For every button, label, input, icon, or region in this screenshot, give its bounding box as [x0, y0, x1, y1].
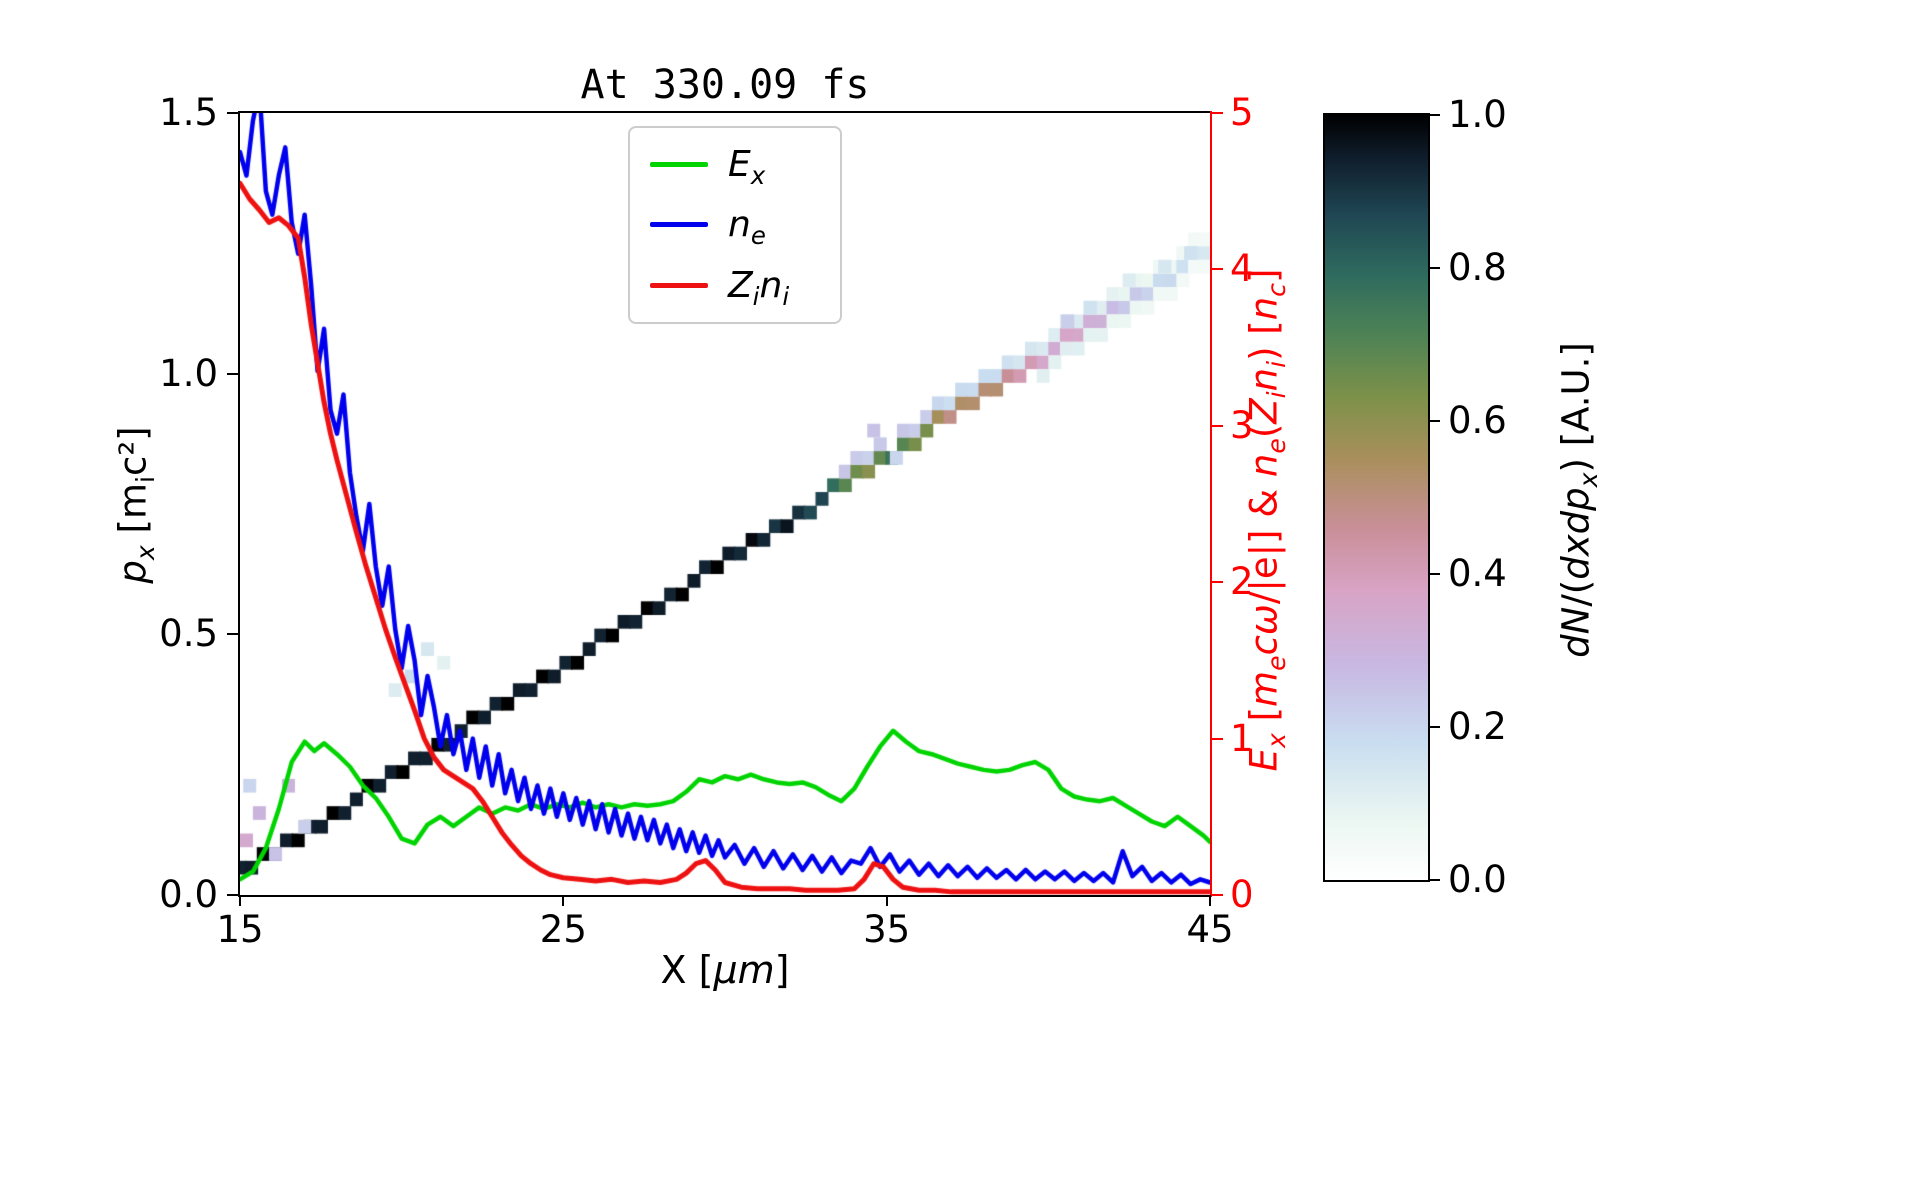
- y-right-tick: [1212, 894, 1223, 896]
- y-left-tick-label: 0.5: [159, 612, 218, 656]
- y-right-tick: [1212, 268, 1223, 271]
- y-right-tick: [1212, 581, 1223, 584]
- x-tick: [239, 895, 241, 906]
- x-tick-label: 15: [216, 908, 264, 951]
- legend-swatch-ne: [650, 222, 708, 228]
- colorbar-tick: [1430, 114, 1440, 116]
- y-left-tick: [227, 372, 238, 375]
- right-spine: [1210, 111, 1212, 897]
- y-left-tick-label: 1.5: [159, 91, 218, 134]
- colorbar-tick: [1430, 267, 1440, 269]
- bottom-spine: [238, 895, 1212, 897]
- y-right-tick: [1212, 737, 1223, 740]
- colorbar-tick-label: 0.6: [1448, 399, 1507, 442]
- x-tick: [562, 895, 565, 906]
- colorbar-tick-label: 1.0: [1448, 93, 1507, 136]
- left-spine: [238, 111, 240, 897]
- colorbar-tick-label: 0.4: [1448, 552, 1507, 595]
- y-left-tick: [227, 633, 238, 636]
- y-right-tick-label: 2: [1230, 560, 1254, 604]
- y-left-tick: [227, 894, 238, 896]
- x-tick-label: 45: [1186, 908, 1234, 951]
- y-axis-label-right: Ex [mecω/|e|] & ne(Zini) [nc]: [1242, 268, 1291, 772]
- plot-title: At 330.09 fs: [580, 62, 870, 108]
- y-right-tick-label: 0: [1230, 873, 1254, 916]
- x-tick-label: 25: [539, 908, 587, 951]
- x-tick: [885, 895, 888, 906]
- legend-swatch-ex: [650, 161, 708, 167]
- y-right-tick-label: 5: [1230, 91, 1254, 134]
- colorbar-tick-label: 0.0: [1448, 858, 1507, 901]
- y-left-tick-label: 0.0: [159, 873, 218, 916]
- legend-item: Zini: [630, 265, 840, 312]
- x-tick-label: 35: [863, 908, 911, 951]
- y-right-tick-label: 3: [1230, 403, 1254, 447]
- y-right-tick: [1212, 112, 1223, 114]
- y-left-tick-label: 1.0: [159, 351, 218, 395]
- legend-label: Zini: [728, 265, 790, 312]
- x-axis-label: X [μm]: [660, 948, 790, 992]
- legend-item: ne: [630, 204, 840, 251]
- legend-label: ne: [728, 204, 766, 251]
- legend-swatch-zini: [650, 283, 708, 289]
- x-tick: [1209, 895, 1211, 906]
- colorbar-tick: [1430, 879, 1440, 881]
- y-axis-label-left: px [mic²]: [111, 426, 160, 584]
- y-right-tick-label: 4: [1230, 247, 1254, 291]
- colorbar-tick: [1430, 573, 1440, 575]
- legend-item: Ex: [630, 143, 840, 191]
- colorbar-tick: [1430, 420, 1440, 422]
- top-spine: [238, 111, 1212, 113]
- legend-label: Ex: [728, 143, 766, 191]
- colorbar-tick-label: 0.2: [1448, 705, 1507, 748]
- colorbar-tick: [1430, 726, 1440, 728]
- y-right-tick: [1212, 424, 1223, 427]
- y-left-tick: [227, 112, 238, 114]
- legend: Ex ne Zini: [628, 126, 842, 324]
- colorbar-tick-label: 0.8: [1448, 246, 1507, 289]
- y-right-tick-label: 1: [1230, 716, 1254, 760]
- colorbar-label: dN/(dxdpx) [A.U.]: [1554, 342, 1603, 658]
- colorbar: [1323, 113, 1430, 882]
